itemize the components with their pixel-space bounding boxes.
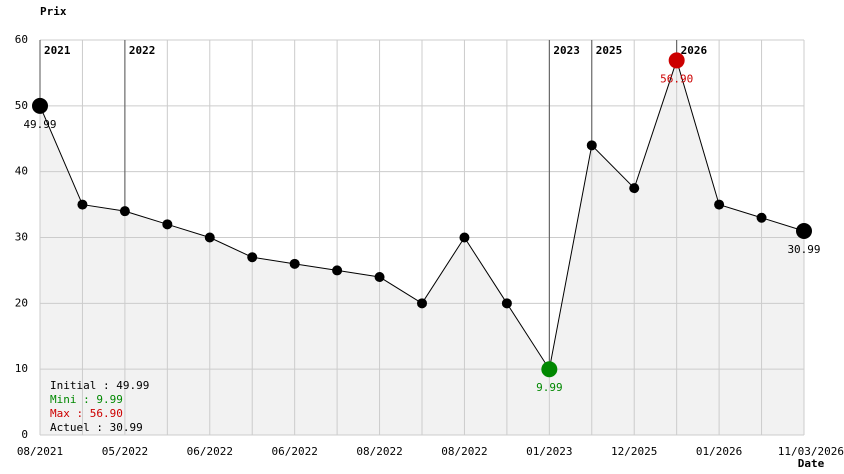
year-marker-label: 2026 [681, 44, 708, 57]
price-point [119, 206, 130, 217]
highlight-point [32, 97, 48, 114]
y-tick-label: 30 [15, 231, 28, 244]
x-tick-label: 06/2022 [271, 445, 317, 458]
y-tick-label: 20 [15, 296, 28, 309]
price-point [332, 265, 343, 276]
y-tick-label: 0 [21, 428, 28, 441]
year-marker-label: 2025 [596, 44, 623, 57]
x-tick-label: 06/2022 [187, 445, 233, 458]
price-point [374, 272, 385, 282]
y-tick-label: 50 [15, 99, 28, 112]
value-label: 9.99 [536, 381, 563, 394]
price-point [629, 183, 640, 194]
x-tick-label: 05/2022 [102, 445, 148, 458]
summary-line: Mini : 9.99 [50, 393, 123, 406]
summary-line: Max : 56.90 [50, 407, 123, 420]
x-tick-label: 08/2021 [17, 445, 63, 458]
x-tick-label: 01/2026 [696, 445, 742, 458]
x-tick-label: 12/2025 [611, 445, 657, 458]
y-axis-label: Prix [40, 5, 67, 18]
x-tick-label: 01/2023 [526, 445, 572, 458]
highlight-point [668, 52, 685, 69]
price-point [459, 232, 470, 243]
year-marker-label: 2022 [129, 44, 156, 57]
x-tick-label: 08/2022 [356, 445, 402, 458]
price-point [417, 298, 427, 309]
year-marker-label: 2023 [553, 44, 580, 57]
highlight-point [541, 361, 558, 378]
price-point [204, 232, 215, 243]
highlight-point [796, 222, 812, 239]
y-tick-label: 10 [15, 362, 28, 375]
year-marker-label: 2021 [44, 44, 71, 57]
price-point [77, 199, 88, 210]
x-tick-label: 08/2022 [441, 445, 487, 458]
value-label: 56.90 [660, 72, 693, 85]
value-label: 49.99 [23, 118, 56, 131]
price-point [289, 258, 300, 269]
price-point [756, 212, 767, 223]
price-point [586, 140, 597, 151]
summary-line: Actuel : 30.99 [50, 421, 143, 434]
price-point [714, 199, 725, 210]
price-point [247, 252, 258, 263]
x-axis-label: Date [798, 457, 825, 470]
price-area [40, 60, 804, 436]
y-tick-label: 60 [15, 33, 28, 46]
y-tick-label: 40 [15, 165, 28, 178]
summary-line: Initial : 49.99 [50, 379, 149, 392]
price-point [501, 298, 512, 309]
price-point [162, 219, 173, 230]
x-tick-label: 11/03/2026 [778, 445, 844, 458]
value-label: 30.99 [787, 243, 820, 256]
